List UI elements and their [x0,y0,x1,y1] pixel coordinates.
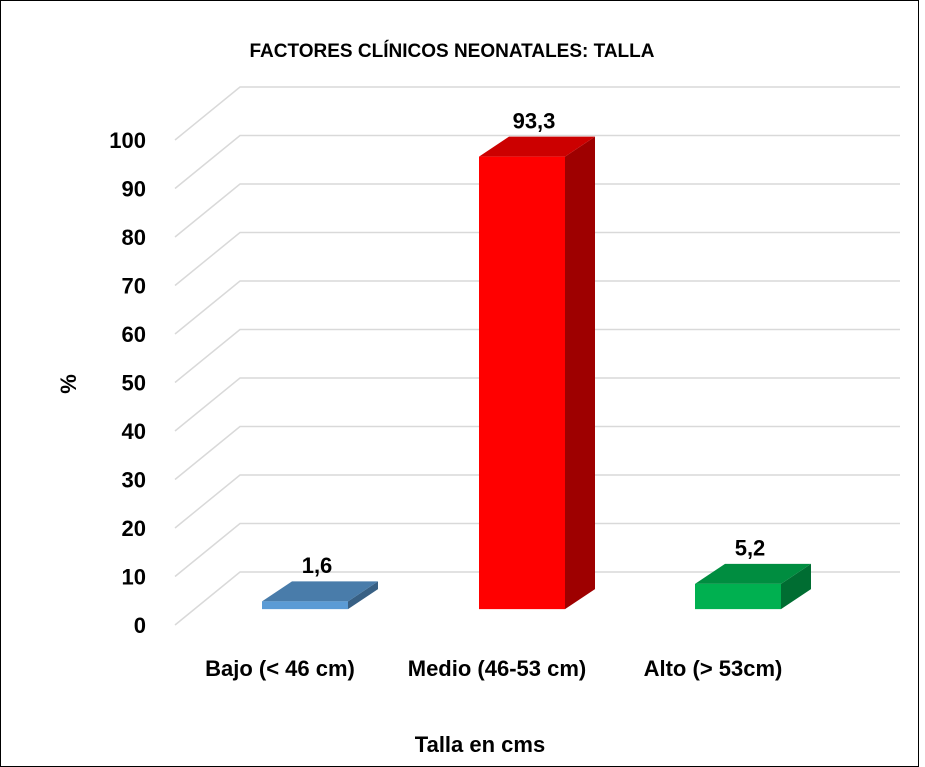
grid-line [174,328,900,384]
bar [262,581,378,610]
x-axis-label: Talla en cms [415,732,545,757]
bar-top [479,136,595,157]
bar-front [262,601,348,610]
x-tick-label: Alto (> 53cm) [643,656,783,681]
bar-front [479,156,565,610]
bar-top [262,581,378,602]
data-label: 5,2 [735,536,766,561]
grid-line [174,183,900,238]
y-tick-label: 40 [122,419,146,444]
x-tick-label: Medio (46-53 cm) [407,656,587,681]
y-tick-label: 60 [122,322,146,347]
bar-side [565,136,595,610]
data-label: 1,6 [302,553,333,578]
grid-line [174,474,900,529]
bar [479,136,595,610]
grid-line [174,134,900,190]
y-axis-label: % [56,374,81,394]
data-label: 93,3 [513,108,556,133]
y-tick-label: 30 [122,467,146,492]
grid-line [174,522,900,578]
x-tick-label: Bajo (< 46 cm) [205,656,355,681]
grid-line [174,425,900,481]
bar-front [695,583,781,610]
y-tick-label: 10 [122,564,146,589]
bar-side [348,581,378,610]
y-tick-label: 20 [122,516,146,541]
grid-line [174,571,900,626]
y-tick-label: 0 [134,613,146,638]
grid-line [174,377,900,432]
chart-title: FACTORES CLÍNICOS NEONATALES: TALLA [250,40,655,62]
y-tick-label: 80 [122,225,146,250]
bar-top [695,563,811,584]
y-tick-label: 90 [122,176,146,201]
grid-line [174,280,900,335]
bar-side [781,563,811,610]
y-tick-label: 50 [122,370,146,395]
bar [695,563,811,610]
y-tick-label: 100 [109,128,146,153]
y-tick-label: 70 [122,273,146,298]
grid-line [174,86,900,141]
grid-line [174,231,900,287]
